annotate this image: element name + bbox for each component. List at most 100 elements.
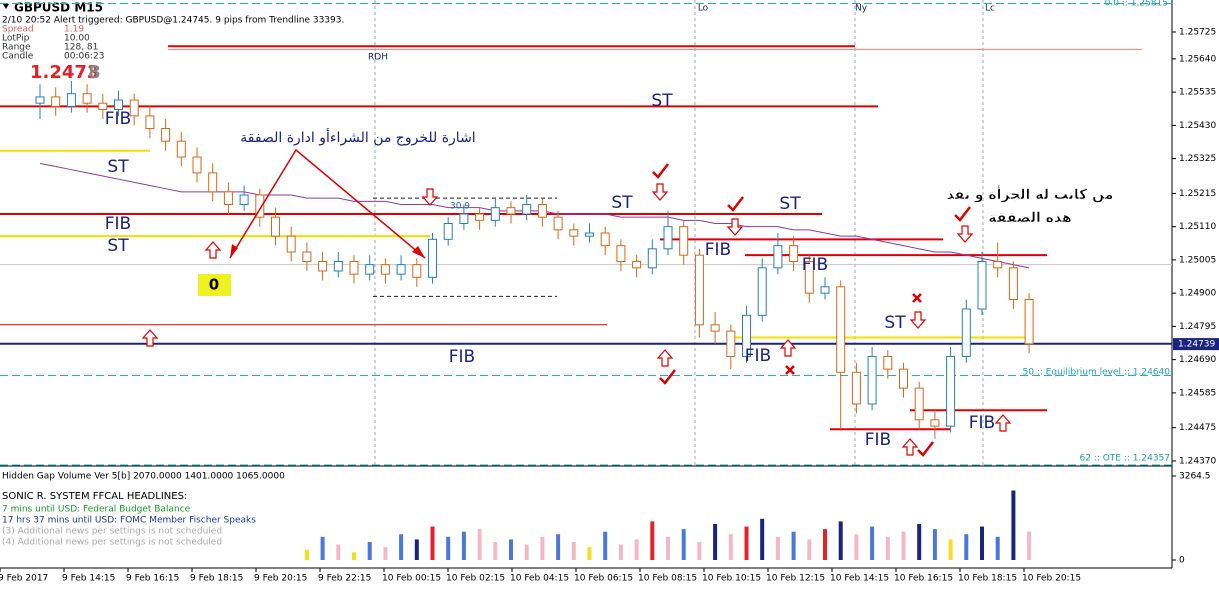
candle-body [851,371,861,405]
volume-bar [650,521,655,560]
price-main: 1.2473 [30,62,99,83]
candle-body [930,419,940,427]
candle-body [632,260,642,269]
volume-bar [446,536,451,560]
candle-body [223,191,233,206]
annotation: اشارة للخروج من الشراءأو ادارة الصفقة [240,128,475,146]
y-tick-label: 1.25005 [1179,255,1216,265]
annotation: FIB [449,347,475,367]
candle-body [114,99,123,111]
candle-body [412,264,422,278]
volume-bar [367,541,372,560]
info-value: 1.19 [64,25,84,35]
candle-body [302,251,312,262]
info-value: 10.00 [64,34,90,44]
candle-body [961,308,971,357]
x-tick-label: 10 Feb 16:15 [894,574,953,584]
candle-body [679,226,689,256]
candle-body [365,264,375,275]
candle-body [569,229,579,237]
candle-body [663,226,673,250]
y-tick-label: 3264.5 [1179,472,1211,482]
y-tick-label: 1.25325 [1179,154,1216,164]
symbol-icon [3,4,9,9]
volume-bar [414,539,419,560]
volume-bar [304,549,309,560]
cross-mark [785,365,795,375]
zero-box [198,274,231,296]
info-label: Spread [2,25,34,35]
volume-bar [697,541,702,560]
candle-body [757,267,767,316]
candle-body [51,96,61,107]
annotation: ST [884,313,906,333]
candle-body [836,286,846,373]
y-tick-label: 1.25640 [1179,54,1216,64]
moving-average [39,162,1030,269]
candle-body [899,368,908,389]
y-tick-label: 1.25215 [1179,189,1216,199]
candle-body [1008,267,1018,300]
news-item: (4) Additional news per settings is not … [2,538,222,548]
x-tick-label: 10 Feb 14:15 [830,574,889,584]
candle-body [883,355,893,370]
candle-body [145,115,155,130]
x-tick-label: 10 Feb 10:15 [702,574,761,584]
annotation: ST [651,91,673,111]
y-tick-label: 1.25430 [1179,121,1216,131]
volume-bar [587,547,592,560]
y-tick-label: 1.24795 [1179,322,1216,332]
up-arrow [656,349,674,367]
volume-bar [964,534,969,560]
volume-bar [399,534,404,560]
y-tick-label: 1.24585 [1179,388,1216,398]
x-tick-label: 9 Feb 20:15 [254,574,307,584]
volume-bar [1027,531,1032,560]
candle-body [443,223,453,240]
x-tick-label: 10 Feb 00:15 [382,574,441,584]
annotation: RDH [368,53,388,63]
y-tick-label: 1.24900 [1179,289,1216,299]
volume-bar [980,526,984,560]
annotation: FIB [969,413,995,433]
y-tick-label: 1.24475 [1179,423,1216,433]
annotation: Lo [698,4,709,14]
volume-bar [995,536,1000,560]
volume-bar [618,544,623,560]
annotation: ST [107,236,129,256]
volume-bar [823,529,827,560]
volume-bar [509,539,513,560]
y-tick-label: 1.25725 [1179,27,1216,37]
up-arrow [994,414,1012,432]
candle-body [255,194,265,218]
annotation: FIB [105,214,131,234]
volume-bar [493,541,498,560]
up-arrow [141,329,159,347]
headline: SONIC R. SYSTEM FFCAL HEADLINES: [2,491,187,502]
volume-bar [870,526,875,560]
candle-body [333,260,343,272]
candle-body [616,245,626,262]
check-mark [954,206,971,222]
y-tick-label: 1.25535 [1179,88,1216,98]
volume-bar [1011,490,1016,560]
annotation: 0.0 :: 1.25815 [1105,0,1168,9]
y-tick-label: 0 [1179,556,1185,566]
volume-bar [524,544,529,560]
candle-body [647,248,657,269]
indicator-title: Hidden Gap Volume Ver 5[b] 2070.0000 140… [2,472,285,482]
current-price-box [1173,338,1219,351]
x-tick-label: 10 Feb 06:15 [574,574,633,584]
x-tick-label: 9 Feb 2017 [0,574,48,584]
annotation: FIB [865,430,891,450]
candle-body [82,93,92,104]
check-mark [659,369,676,385]
annotation: 30.9 [450,202,470,212]
price-pip: 8 [88,62,101,83]
candle-body [694,254,704,326]
x-tick-label: 10 Feb 08:15 [638,574,697,584]
annotation: FIB [705,240,731,260]
candle-body [710,324,720,332]
y-tick-label: 1.24370 [1179,456,1216,466]
x-tick-label: 10 Feb 18:15 [958,574,1017,584]
